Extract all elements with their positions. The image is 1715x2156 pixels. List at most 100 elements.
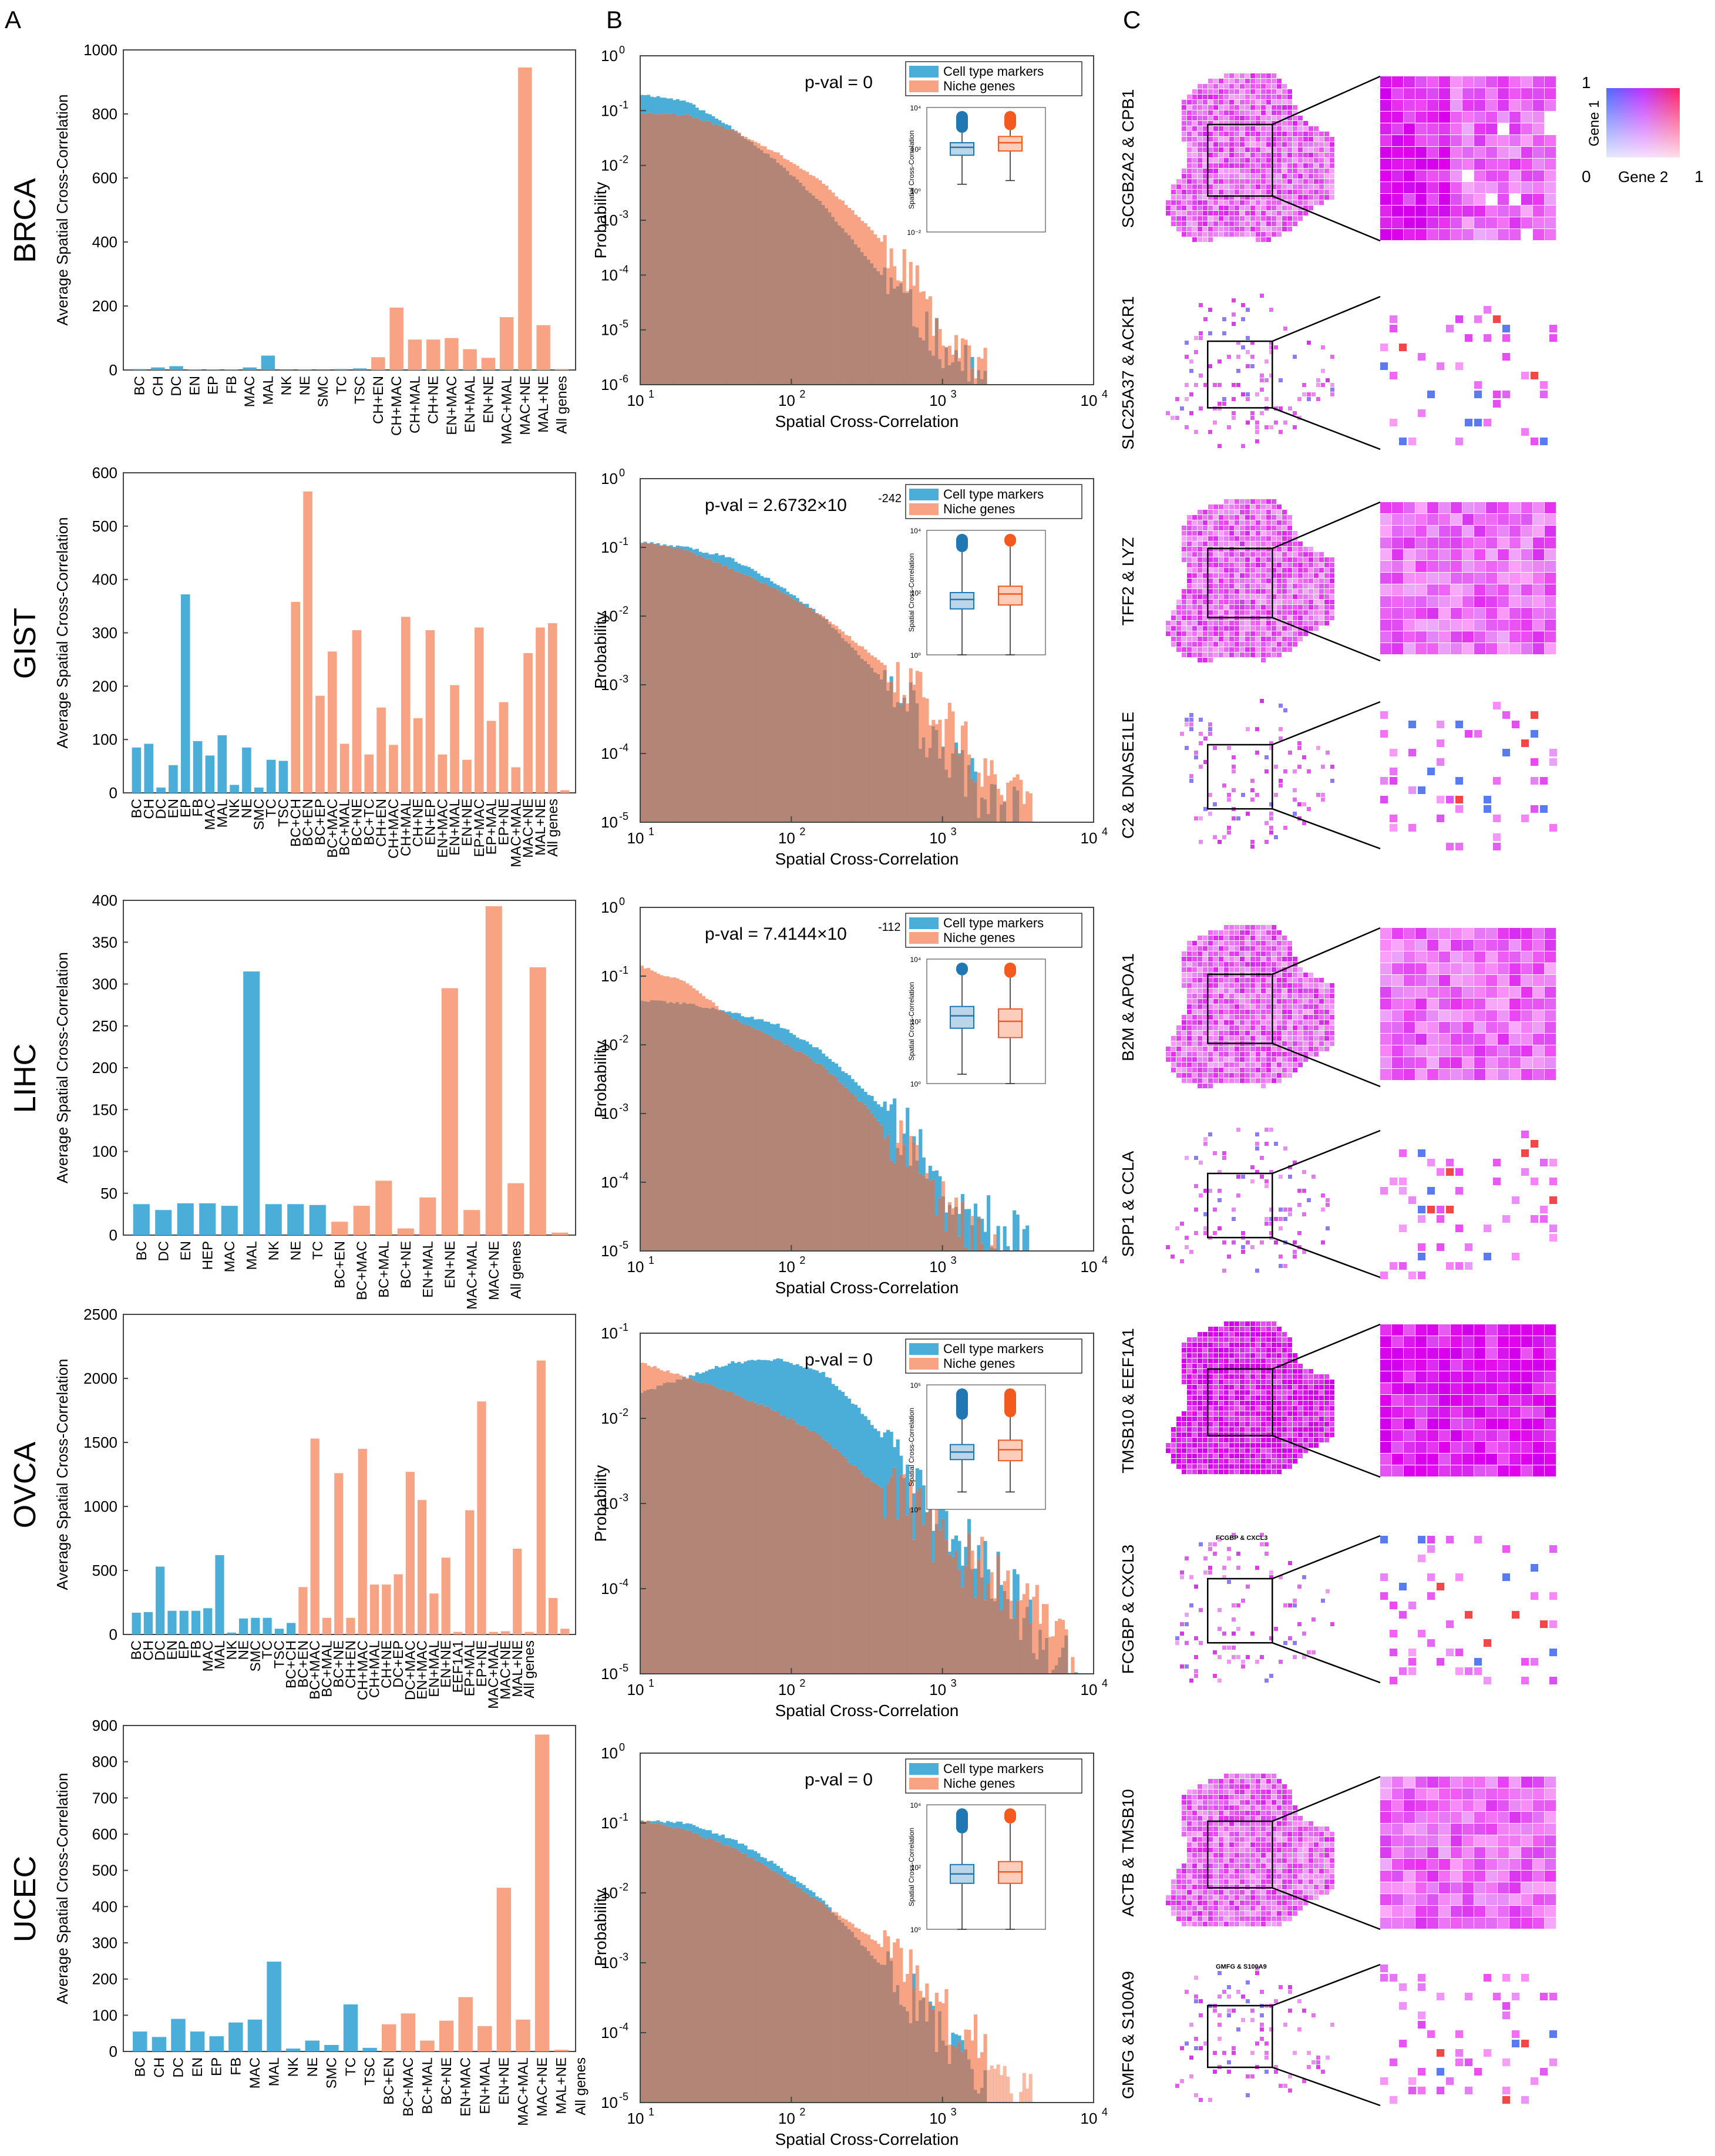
hist-bin <box>951 1539 955 1557</box>
hist-bin <box>941 345 945 368</box>
spot <box>1330 163 1334 168</box>
spot <box>1266 206 1271 210</box>
spot <box>1272 73 1276 78</box>
zoom-spot <box>1451 526 1462 537</box>
category-label: MAL <box>260 376 276 405</box>
zoom-spot <box>1392 76 1403 88</box>
spot <box>1229 1036 1234 1041</box>
spot <box>1166 631 1171 636</box>
hist-bin <box>850 1932 855 2103</box>
hist-bin <box>711 124 715 385</box>
y-tick-exponent: 0 <box>619 1741 625 1753</box>
hist-bin <box>821 1053 825 1067</box>
spot <box>1182 589 1186 594</box>
hist-bin <box>734 132 738 385</box>
zoom-spot <box>1545 998 1556 1010</box>
hist-bin <box>922 340 926 385</box>
zoom-spot <box>1455 438 1463 445</box>
hist-bin <box>1022 1594 1026 1619</box>
hist-bin <box>711 1839 715 2103</box>
spot <box>1256 116 1260 120</box>
spot <box>1235 1078 1239 1083</box>
zoom-spot <box>1427 217 1438 228</box>
category-label: BC+MAL <box>337 799 353 856</box>
spot <box>1199 303 1203 307</box>
spot <box>1235 600 1239 604</box>
panel-label-b: B <box>606 6 623 33</box>
category-label: EP+MAC <box>472 799 487 857</box>
spot <box>1224 936 1229 940</box>
spot <box>1229 1073 1234 1078</box>
zoom-spot <box>1380 182 1391 193</box>
spot <box>1235 557 1239 562</box>
hist-bin <box>915 1160 919 1251</box>
zoom-spot <box>1545 951 1556 963</box>
hist-bin <box>873 1117 877 1251</box>
zoom-spot <box>1418 409 1425 417</box>
hist-bin <box>714 124 718 385</box>
spot <box>1203 179 1208 184</box>
spot <box>1250 1025 1255 1030</box>
hist-bin <box>776 585 780 590</box>
hist-bin <box>808 1368 812 1431</box>
zoom-spot <box>1380 76 1391 88</box>
spot <box>1287 515 1292 520</box>
spot <box>1250 232 1255 237</box>
p-value: p-val = 0 <box>805 1350 873 1370</box>
y-tick-label: 10 <box>601 967 618 985</box>
hist-bin <box>1015 774 1020 791</box>
zoom-spot <box>1408 749 1416 756</box>
zoom-spot <box>1498 170 1509 181</box>
bar <box>339 744 349 793</box>
hist-bin <box>643 541 647 543</box>
hist-bin <box>808 174 812 193</box>
spot <box>1245 600 1250 604</box>
hist-bin <box>660 97 664 115</box>
spot <box>1319 978 1324 983</box>
zoom-spot <box>1486 502 1497 513</box>
spot <box>1219 563 1223 567</box>
hist-bin <box>666 1370 670 1383</box>
hist-bin <box>840 200 845 228</box>
legend-swatch-niche <box>909 1778 939 1790</box>
hist-bin <box>734 1013 738 1020</box>
hist-bin <box>1058 1619 1062 1657</box>
hist-bin <box>860 1932 865 1946</box>
spot <box>1282 584 1287 588</box>
spot <box>1245 999 1250 1004</box>
p-value: p-val = 0 <box>805 1770 873 1790</box>
spot <box>1314 626 1319 631</box>
hist-bin <box>925 1173 929 1179</box>
spot <box>1303 1004 1308 1009</box>
spot <box>1176 206 1181 210</box>
hist-bin <box>750 140 754 142</box>
hist-bin <box>932 719 936 726</box>
spot <box>1256 983 1260 988</box>
hist-bin <box>932 726 936 822</box>
spot <box>1166 621 1171 625</box>
category-label: BC+EN <box>300 799 316 846</box>
category-label: MAC+MAL <box>486 1640 502 1709</box>
spot <box>1266 536 1271 541</box>
spot <box>1250 116 1255 120</box>
spot <box>1219 1036 1223 1041</box>
spot <box>1187 515 1192 520</box>
spot <box>1208 594 1213 599</box>
zoom-spot <box>1486 88 1497 99</box>
spot <box>1303 1031 1308 1035</box>
spot <box>1277 547 1282 551</box>
hist-bin <box>922 1485 926 1525</box>
spot <box>1182 978 1186 983</box>
hist-bin <box>860 221 865 253</box>
y-tick-label: 10 <box>601 102 618 119</box>
spot <box>1198 647 1202 652</box>
category-label: SMC <box>324 2057 339 2088</box>
spot <box>1235 1047 1239 1051</box>
zoom-spot <box>1437 796 1444 803</box>
spot <box>1213 552 1218 557</box>
spot <box>1235 610 1239 615</box>
legend-swatch-markers <box>909 66 939 78</box>
hist-bin <box>876 238 880 271</box>
hist-bin <box>688 985 692 1004</box>
x-tick-label: 10 <box>778 392 795 409</box>
